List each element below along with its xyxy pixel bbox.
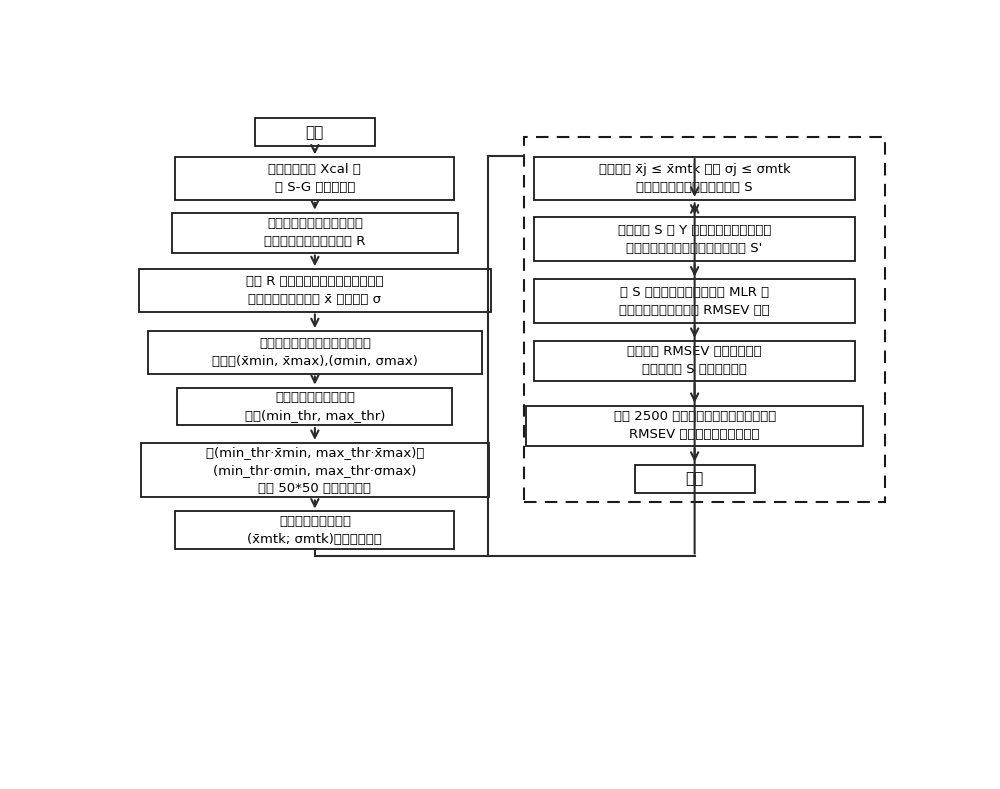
Text: 开始: 开始 [306, 125, 324, 140]
Text: 将(min_thr·x̄min, max_thr·x̄max)和
(min_thr·σmin, max_thr·σmax)
进行 50*50 的网格化处理: 将(min_thr·x̄min, max_thr·x̄max)和 (min_th… [206, 446, 424, 495]
FancyBboxPatch shape [534, 341, 855, 381]
FancyBboxPatch shape [534, 157, 855, 200]
Text: 利用集合 S 对 Y 进行标准回归，并按回
归系数绝对值排序波长点得到集合 S': 利用集合 S 对 Y 进行标准回归，并按回 归系数绝对值排序波长点得到集合 S' [618, 224, 771, 255]
Text: 对于网格中每一节点
(x̄mtk; σmtk)进行如下操作: 对于网格中每一节点 (x̄mtk; σmtk)进行如下操作 [247, 514, 382, 546]
Text: 选取方差平均值和标准差的最大
最小值(x̄min, x̄max),(σmin, σmax): 选取方差平均值和标准差的最大 最小值(x̄min, x̄max),(σmin, … [212, 337, 418, 368]
FancyBboxPatch shape [140, 443, 489, 498]
FancyBboxPatch shape [175, 157, 454, 200]
FancyBboxPatch shape [148, 331, 482, 373]
Text: 找到 2500 个特征波长集合下对应的最小
RMSEV 对应特征波长即为所求: 找到 2500 个特征波长集合下对应的最小 RMSEV 对应特征波长即为所求 [614, 410, 776, 441]
FancyBboxPatch shape [534, 279, 855, 323]
FancyBboxPatch shape [172, 212, 458, 252]
FancyBboxPatch shape [255, 118, 375, 146]
Text: 计算 R 中各列除对角线上的元素之外
的其他元素的平均值 x̄ 及标准差 σ: 计算 R 中各列除对角线上的元素之外 的其他元素的平均值 x̄ 及标准差 σ [246, 275, 384, 306]
FancyBboxPatch shape [177, 387, 452, 425]
Text: 对 S 逐次增加一个波长建立 MLR 模
型，并计算各个模型的 RMSEV 的值: 对 S 逐次增加一个波长建立 MLR 模 型，并计算各个模型的 RMSEV 的值 [619, 286, 770, 316]
FancyBboxPatch shape [175, 511, 454, 549]
Text: 依次计算各列向量间的相关
系数的绝对值，得到矩阵 R: 依次计算各列向量间的相关 系数的绝对值，得到矩阵 R [264, 217, 366, 248]
Text: 保留最小 RMSEV 值所对应的波
长子集即为 S 下的特征波长: 保留最小 RMSEV 值所对应的波 长子集即为 S 下的特征波长 [627, 346, 762, 376]
Text: 对建模集数据 Xcal 进
行 S-G 一阶导处理: 对建模集数据 Xcal 进 行 S-G 一阶导处理 [268, 163, 361, 194]
FancyBboxPatch shape [526, 406, 863, 446]
FancyBboxPatch shape [534, 218, 855, 261]
Text: 选择满足 x̄j ≤ x̄mtk 并且 σj ≤ σmtk
条件的波长构成待选波长集合 S: 选择满足 x̄j ≤ x̄mtk 并且 σj ≤ σmtk 条件的波长构成待选波… [599, 163, 790, 194]
Text: 结束: 结束 [686, 471, 704, 486]
Text: 选取最小、最大阈值系
数对(min_thr, max_thr): 选取最小、最大阈值系 数对(min_thr, max_thr) [245, 391, 385, 422]
FancyBboxPatch shape [635, 465, 755, 492]
FancyBboxPatch shape [139, 269, 491, 312]
